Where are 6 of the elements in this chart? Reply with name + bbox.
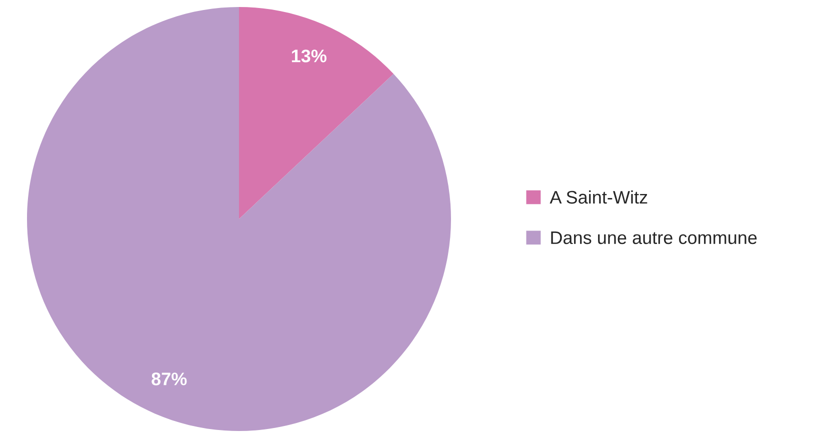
data-label: 87% [152, 372, 187, 386]
legend-label: A Saint-Witz [550, 190, 648, 204]
data-label: 13% [292, 50, 326, 62]
pie-slice [239, 7, 394, 219]
legend-label: Dans une autre commune [551, 231, 757, 244]
pie-slice [27, 7, 451, 431]
